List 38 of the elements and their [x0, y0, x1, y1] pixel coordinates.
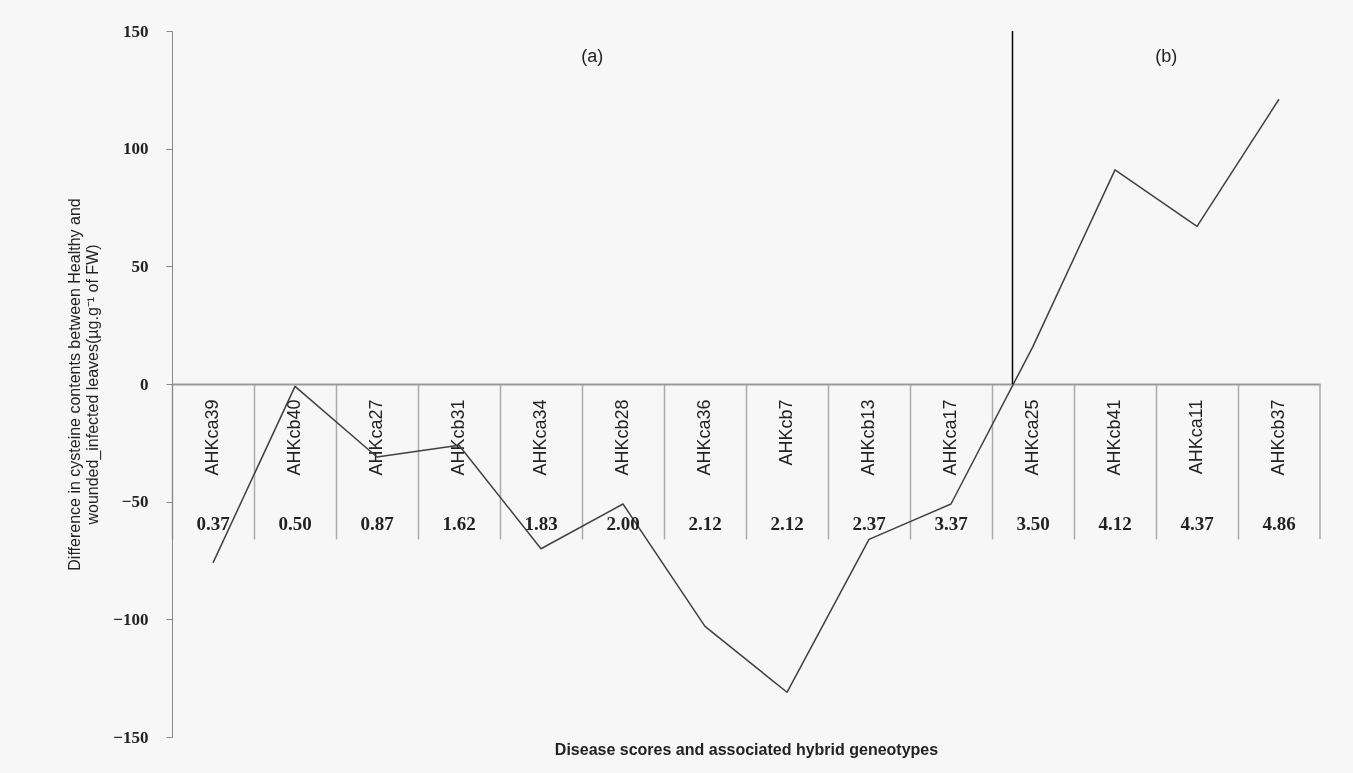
- annotation: 1.83: [524, 513, 558, 534]
- x-tick-label: AHKca36: [694, 399, 714, 476]
- annotation: 0.50: [278, 513, 312, 534]
- x-tick-label: AHKca39: [202, 399, 222, 476]
- x-tick-label: AHKcb31: [448, 399, 468, 476]
- annotation: 2.37: [852, 513, 887, 534]
- annotation: 2.12: [770, 513, 804, 534]
- x-tick-label: AHKcb7: [776, 399, 796, 466]
- annotation: 3.37: [934, 513, 969, 534]
- x-tick-label: AHKca17: [940, 399, 960, 476]
- x-tick-label: AHKca27: [366, 399, 386, 476]
- annotation: 0.87: [360, 513, 395, 534]
- annotation: 0.37: [196, 513, 231, 534]
- y-tick-label: 0: [140, 374, 149, 394]
- x-tick-label: AHKcb37: [1268, 399, 1288, 476]
- x-axis-title: Disease scores and associated hybrid geneotypes: [554, 740, 939, 758]
- x-tick-label: AHKca34: [530, 399, 550, 476]
- y-tick-label: 100: [123, 139, 149, 159]
- x-tick-label: AHKcb41: [1104, 399, 1124, 476]
- annotation: 4.86: [1262, 513, 1296, 534]
- y-tick-label: 50: [131, 256, 149, 276]
- x-tick-label: AHKcb28: [612, 399, 632, 476]
- y-axis-title: Difference in cysteine contents between Healthy and wounded_infected leaves(µg.g⁻¹ of FW): [66, 198, 103, 571]
- y-tick-label: −150: [113, 727, 149, 747]
- annotation: 2.12: [688, 513, 722, 534]
- annotation: 3.50: [1016, 513, 1050, 534]
- y-tick-label: −100: [113, 609, 149, 629]
- y-tick-label: 150: [123, 21, 149, 41]
- x-tick-label: AHKca25: [1022, 399, 1042, 476]
- annotation: 4.12: [1098, 513, 1132, 534]
- x-tick-label: AHKca11: [1186, 399, 1206, 475]
- x-tick-label: AHKcb13: [858, 399, 878, 476]
- x-tick-label: AHKcb40: [284, 399, 304, 476]
- y-tick-label: −50: [121, 492, 149, 512]
- annotation: (b): [1155, 46, 1178, 66]
- annotation: 4.37: [1180, 513, 1215, 534]
- annotation: 1.62: [442, 513, 476, 534]
- annotation: (a): [581, 46, 604, 66]
